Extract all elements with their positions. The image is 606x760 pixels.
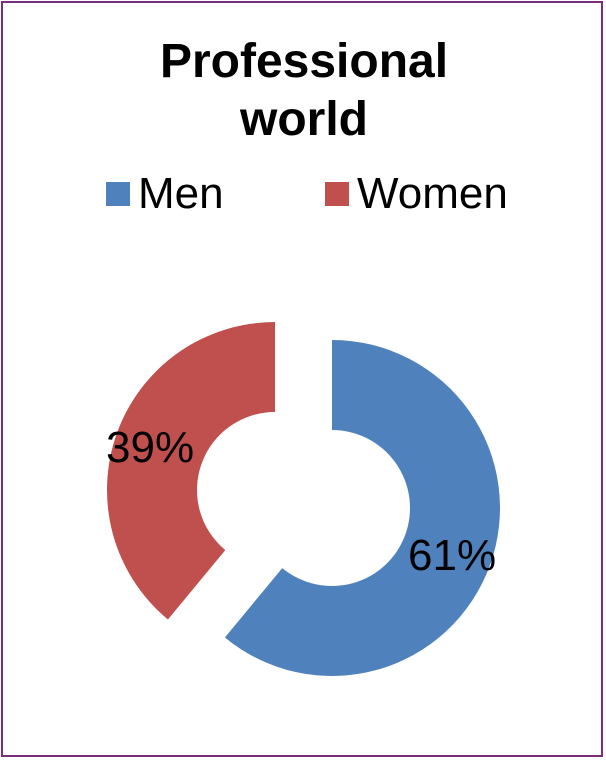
slice-men xyxy=(224,340,501,677)
legend-swatch-women xyxy=(325,182,349,206)
legend-item-men: Men xyxy=(106,169,224,219)
slice-women xyxy=(107,322,275,620)
legend-label-women: Women xyxy=(357,169,508,218)
chart-title-line-1: Professional xyxy=(159,35,449,88)
legend-swatch-men xyxy=(106,182,130,206)
legend-item-women: Women xyxy=(325,169,508,219)
chart-title-line-2: world xyxy=(240,93,368,146)
data-label-men: 61% xyxy=(408,531,496,580)
chart-legend: Men Women xyxy=(3,169,605,219)
data-label-women: 39% xyxy=(106,423,194,472)
legend-label-men: Men xyxy=(138,169,224,218)
chart-title: Professional world xyxy=(3,33,605,149)
